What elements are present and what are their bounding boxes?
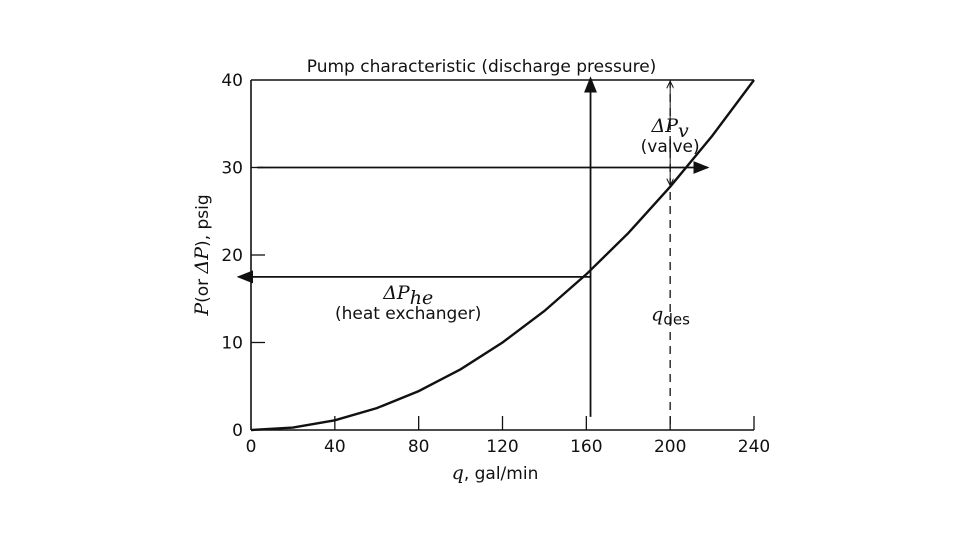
- design-flow-label: qdes: [651, 304, 690, 329]
- design-flow-symbol: q: [651, 304, 663, 326]
- y-tick-label: 30: [221, 159, 243, 179]
- x-tick-label: 0: [246, 437, 257, 457]
- x-tick-label: 160: [570, 437, 602, 457]
- x-tick-label: 80: [408, 437, 430, 457]
- y-axis-delta: ΔP: [191, 246, 213, 275]
- y-axis-symbol: P: [191, 302, 213, 317]
- heat-exchanger-dp-delta: ΔP: [382, 282, 411, 304]
- y-tick-label: 20: [221, 246, 243, 266]
- x-axis-ticks: 0 40 80 120 160 200 240: [246, 416, 770, 457]
- y-axis-title: P(or ΔP), psig: [191, 194, 213, 316]
- x-tick-label: 240: [738, 437, 770, 457]
- heat-exchanger-dp-symbol: ΔPhe: [382, 282, 433, 309]
- x-axis-symbol: q: [452, 462, 464, 484]
- x-axis-unit: , gal/min: [464, 464, 539, 484]
- x-axis-title: q, gal/min: [452, 462, 539, 484]
- x-tick-label: 120: [486, 437, 518, 457]
- x-tick-label: 40: [324, 437, 346, 457]
- valve-dp-symbol: ΔPv: [651, 115, 690, 142]
- x-tick-label: 200: [654, 437, 686, 457]
- y-tick-label: 10: [221, 334, 243, 354]
- pump-characteristic-label: Pump characteristic (discharge pressure): [307, 57, 657, 77]
- y-axis-unit: ), psig: [193, 194, 213, 247]
- valve-dp-label: (valve): [641, 137, 700, 157]
- y-axis-mid: (or: [193, 273, 213, 302]
- y-tick-label: 40: [221, 71, 243, 91]
- heat-exchanger-dp-label: (heat exchanger): [335, 304, 481, 324]
- valve-dp-subscript: v: [678, 120, 689, 142]
- design-flow-subscript: des: [663, 311, 690, 329]
- system-curve-line: [250, 79, 755, 432]
- y-axis-ticks: 0 10 20 30 40: [221, 71, 265, 441]
- y-tick-label: 0: [232, 421, 243, 441]
- valve-dp-delta: ΔP: [651, 115, 680, 137]
- heat-exchanger-dp-subscript: he: [410, 287, 433, 309]
